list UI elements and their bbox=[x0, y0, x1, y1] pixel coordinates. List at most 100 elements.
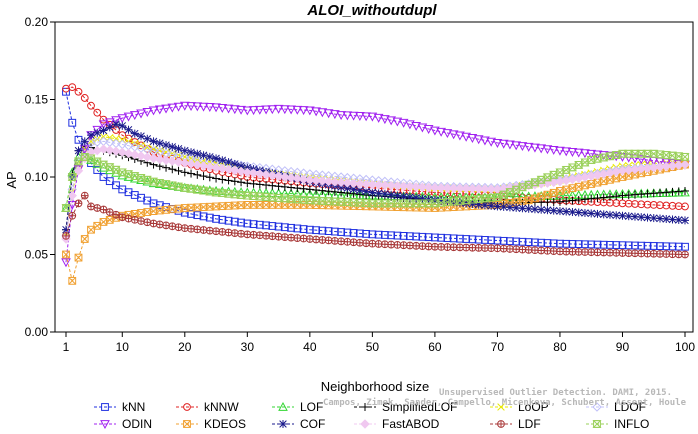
data-point bbox=[211, 162, 221, 173]
data-point bbox=[386, 180, 396, 191]
data-point bbox=[80, 152, 90, 161]
data-point bbox=[612, 241, 621, 249]
data-point bbox=[430, 233, 439, 242]
data-point bbox=[405, 181, 415, 192]
data-point bbox=[311, 196, 321, 205]
data-point bbox=[643, 241, 652, 250]
legend-label: ODIN bbox=[122, 417, 152, 431]
y-tick-label: 0.05 bbox=[25, 248, 49, 262]
data-point bbox=[298, 188, 309, 198]
data-point bbox=[287, 183, 296, 192]
data-point bbox=[323, 109, 334, 119]
data-point bbox=[605, 152, 615, 161]
data-point bbox=[168, 142, 177, 151]
x-axis-label: Neighborhood size bbox=[321, 379, 429, 394]
data-point bbox=[224, 176, 233, 185]
data-point bbox=[574, 240, 583, 249]
data-point bbox=[136, 151, 146, 161]
data-point bbox=[255, 231, 264, 240]
data-point bbox=[518, 204, 527, 213]
data-point bbox=[462, 235, 471, 243]
data-point bbox=[111, 116, 121, 126]
data-point bbox=[581, 240, 589, 249]
data-point bbox=[212, 202, 220, 211]
data-point bbox=[93, 108, 102, 117]
data-point bbox=[624, 199, 633, 208]
data-point bbox=[199, 151, 208, 160]
data-point bbox=[417, 123, 428, 133]
watermark-line-2: Campos, Zimek, Sander, Campello, Micenko… bbox=[323, 397, 687, 408]
data-point bbox=[192, 160, 203, 170]
data-point bbox=[187, 169, 196, 178]
data-point bbox=[186, 184, 196, 193]
data-point bbox=[268, 222, 277, 230]
data-point bbox=[68, 118, 77, 127]
data-point bbox=[512, 237, 521, 246]
data-point bbox=[392, 199, 402, 208]
data-point bbox=[555, 207, 564, 216]
watermark-line-1: Unsupervised Outlier Detection. DAMI, 20… bbox=[439, 387, 672, 398]
data-point bbox=[467, 195, 478, 204]
data-point bbox=[230, 165, 240, 176]
data-point bbox=[93, 204, 102, 212]
data-point bbox=[305, 185, 314, 194]
data-point bbox=[280, 194, 290, 203]
data-point bbox=[417, 182, 428, 192]
data-point bbox=[249, 220, 258, 229]
legend-label: INFLO bbox=[614, 417, 649, 431]
data-point bbox=[480, 194, 490, 203]
data-point bbox=[680, 152, 690, 161]
data-point bbox=[186, 102, 196, 112]
data-point bbox=[561, 147, 572, 157]
data-point bbox=[137, 193, 145, 202]
data-point bbox=[105, 215, 114, 224]
data-point bbox=[180, 158, 190, 168]
data-point bbox=[543, 239, 552, 247]
data-point bbox=[137, 217, 145, 225]
data-point bbox=[149, 207, 158, 215]
data-point bbox=[80, 94, 89, 102]
data-point bbox=[655, 214, 664, 223]
data-point bbox=[562, 239, 571, 248]
data-point bbox=[423, 182, 434, 193]
data-point bbox=[286, 188, 296, 198]
data-point bbox=[180, 204, 189, 212]
data-point bbox=[423, 125, 434, 135]
data-point bbox=[224, 228, 233, 237]
data-point bbox=[143, 218, 152, 227]
data-point bbox=[592, 154, 603, 163]
data-point bbox=[312, 186, 321, 195]
data-point bbox=[149, 199, 158, 208]
data-point bbox=[305, 188, 315, 198]
data-point bbox=[205, 173, 214, 182]
data-point bbox=[542, 145, 553, 155]
data-point bbox=[323, 197, 334, 206]
data-point bbox=[193, 149, 202, 158]
data-point bbox=[236, 105, 246, 115]
legend-label: COF bbox=[300, 417, 325, 431]
data-point bbox=[205, 152, 214, 161]
data-point bbox=[129, 111, 140, 121]
x-tick-label: 60 bbox=[428, 340, 442, 354]
data-point bbox=[524, 238, 533, 246]
data-point bbox=[587, 194, 596, 203]
data-point bbox=[649, 201, 658, 209]
data-point bbox=[480, 201, 489, 210]
data-point bbox=[161, 180, 171, 189]
data-point bbox=[349, 238, 358, 247]
data-point bbox=[461, 132, 472, 142]
data-point bbox=[373, 180, 384, 190]
data-point bbox=[80, 235, 89, 243]
data-point bbox=[143, 208, 152, 216]
data-point bbox=[155, 178, 165, 187]
data-point bbox=[230, 217, 239, 226]
data-point bbox=[386, 199, 396, 208]
data-point bbox=[274, 222, 283, 231]
data-point bbox=[393, 231, 402, 240]
data-point bbox=[104, 118, 115, 128]
data-point bbox=[118, 185, 127, 194]
data-point bbox=[204, 103, 215, 112]
data-point bbox=[218, 227, 227, 236]
data-point bbox=[268, 201, 277, 209]
data-point bbox=[380, 180, 390, 191]
